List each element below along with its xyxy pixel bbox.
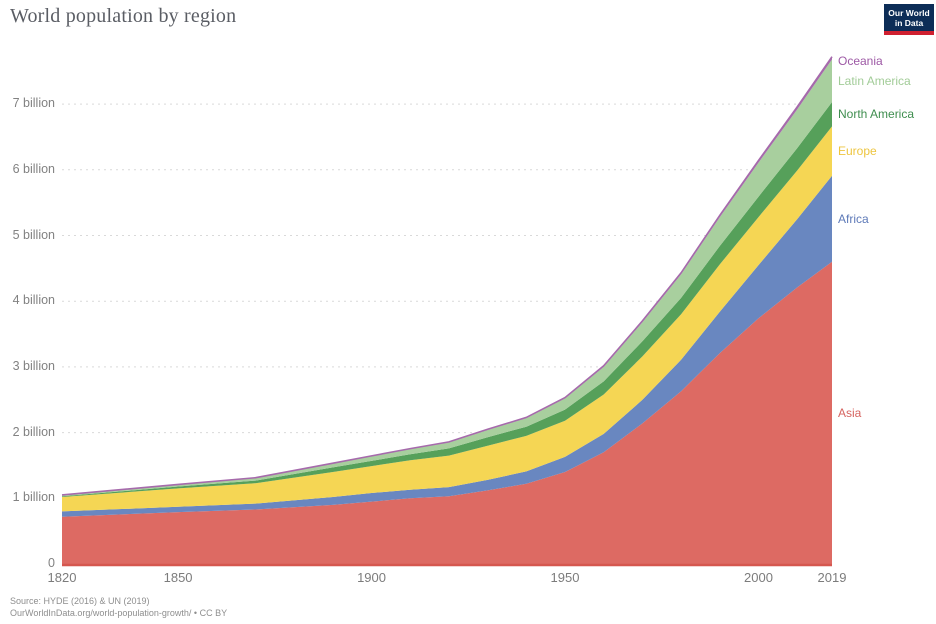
source-note: Source: HYDE (2016) & UN (2019) OurWorld…: [10, 596, 227, 619]
legend-label-north-america[interactable]: North America: [838, 107, 915, 122]
legend-label-africa[interactable]: Africa: [838, 211, 869, 226]
x-axis-label-2000: 2000: [744, 570, 773, 585]
source-line: Source: HYDE (2016) & UN (2019): [10, 596, 150, 606]
area-europe[interactable]: [62, 126, 832, 512]
area-asia[interactable]: [62, 261, 832, 564]
y-axis-label-1-billion: 1 billion: [12, 490, 55, 505]
owid-logo-line1: Our World: [888, 8, 930, 18]
x-axis-label-2019: 2019: [817, 570, 847, 585]
x-axis-label-1820: 1820: [47, 570, 77, 585]
y-axis-label-7-billion: 7 billion: [12, 96, 55, 111]
y-axis-label-2-billion: 2 billion: [12, 424, 55, 439]
chart-title: World population by region: [10, 5, 237, 27]
y-axis-label-5-billion: 5 billion: [12, 227, 55, 242]
legend-label-latin-america[interactable]: Latin America: [838, 73, 911, 88]
legend-label-oceania[interactable]: Oceania: [838, 54, 883, 68]
x-axis-label-1850: 1850: [163, 570, 193, 585]
x-axis-label-1900: 1900: [357, 570, 386, 585]
y-axis-label-0: 0: [48, 556, 55, 570]
top-boundary-line: [61, 56, 833, 496]
legend-label-asia[interactable]: Asia: [838, 405, 862, 420]
y-axis-label-4-billion: 4 billion: [12, 293, 55, 308]
x-axis-label-1950: 1950: [550, 570, 580, 585]
owid-logo[interactable]: Our World in Data: [884, 4, 934, 36]
source-link[interactable]: OurWorldInData.org/world-population-grow…: [10, 607, 192, 618]
y-axis-label-3-billion: 3 billion: [12, 358, 55, 373]
owid-logo-line2: in Data: [894, 18, 924, 29]
legend-label-europe[interactable]: Europe: [838, 144, 877, 159]
y-axis-label-6-billion: 6 billion: [12, 161, 55, 176]
license-text: • CC BY: [191, 607, 228, 618]
